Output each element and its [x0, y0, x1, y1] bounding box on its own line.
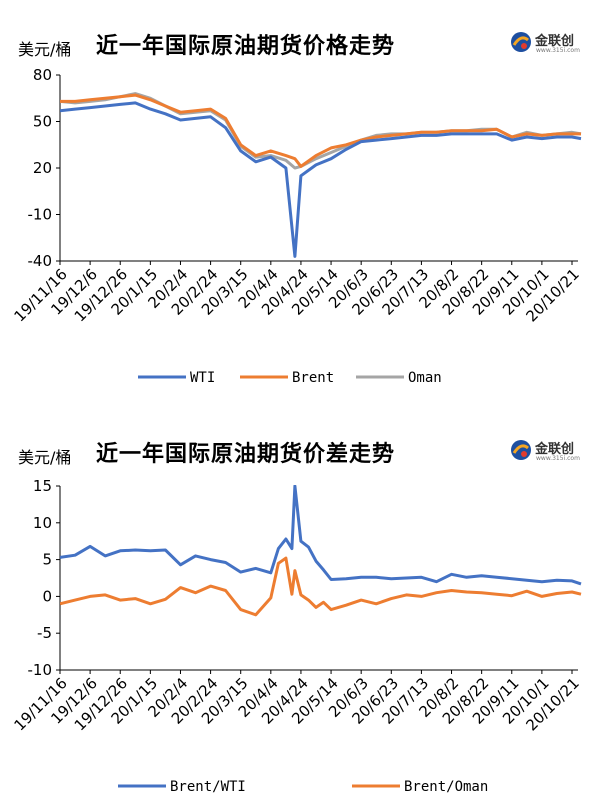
series-line-brent-wti: [60, 485, 582, 586]
logo: 金联创 www.315i.com: [510, 28, 592, 60]
price-chart-title: 近一年国际原油期货价格走势: [96, 34, 396, 59]
spread-chart-title: 近一年国际原油期货价差走势: [96, 442, 396, 467]
series-line-brent: [60, 93, 581, 168]
price-chart-unit: 美元/桶: [18, 40, 72, 59]
logo-mark-icon: [511, 440, 531, 460]
y-tick-label: 0: [42, 587, 52, 605]
legend-label: Oman: [408, 370, 442, 386]
logo-mark-icon: [511, 32, 531, 52]
y-tick-label: -10: [28, 206, 53, 224]
legend-label: Brent: [292, 370, 334, 386]
y-tick-label: 80: [33, 66, 52, 84]
y-tick-label: 10: [33, 514, 52, 532]
series-line-brent-oman: [60, 556, 582, 617]
legend-label: WTI: [190, 370, 215, 386]
y-tick-label: 5: [42, 551, 52, 569]
y-tick-label: 20: [33, 159, 52, 177]
spread-chart-panel: 近一年国际原油期货价差走势 美元/桶 金联创 www.315i.com 15 10…: [0, 420, 598, 812]
price-chart-panel: 近一年国际原油期货价格走势 美元/桶 金联创 www.315i.com 80 50…: [0, 0, 598, 400]
series-line-wti: [60, 101, 582, 258]
y-tick-label: -5: [37, 624, 52, 642]
spread-chart-unit: 美元/桶: [18, 448, 72, 467]
y-tick-label: 15: [33, 477, 52, 495]
spread-chart: 151050-5-1019/11/1619/12/619/12/2620/1/1…: [10, 477, 582, 795]
logo-url: www.315i.com: [536, 47, 580, 54]
logo-url: www.315i.com: [536, 455, 580, 462]
logo-name: 金联创: [535, 34, 575, 49]
price-chart: 805020-10-4019/11/1619/12/619/12/2620/1/…: [10, 66, 582, 386]
y-tick-label: -40: [28, 252, 53, 270]
logo-2: 金联创 www.315i.com: [510, 436, 592, 468]
y-tick-label: -10: [28, 661, 53, 679]
legend-label: Brent/WTI: [170, 779, 246, 795]
logo-name: 金联创: [535, 442, 575, 457]
y-tick-label: 50: [33, 113, 52, 131]
legend-label: Brent/Oman: [404, 779, 488, 795]
